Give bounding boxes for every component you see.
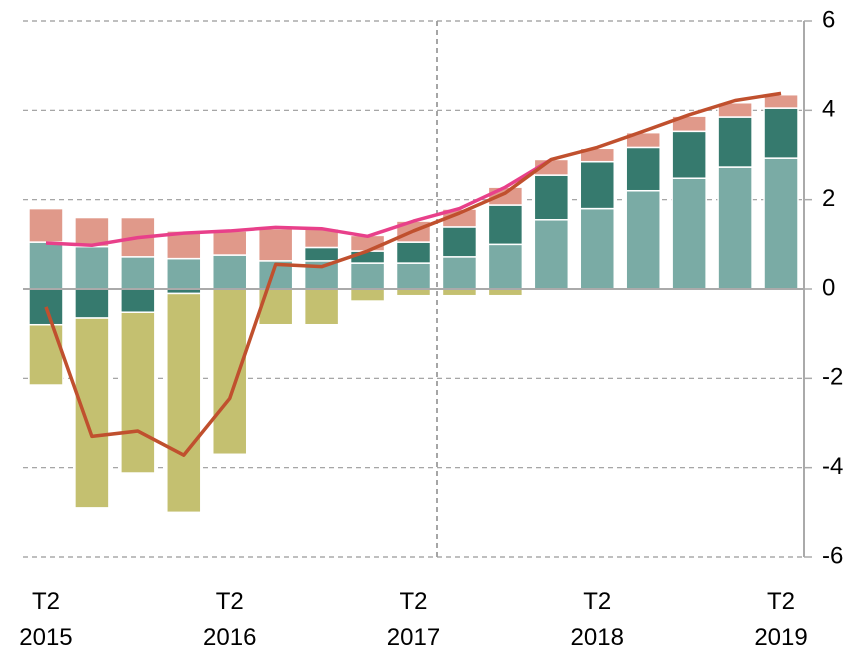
bar-segment — [625, 189, 661, 290]
x-tick-label: T2 2015 — [19, 588, 73, 651]
bar-segment — [28, 207, 64, 243]
bar-segment — [533, 219, 570, 290]
bar-segment — [395, 262, 432, 290]
x-tick-label: T2 2019 — [754, 588, 808, 651]
bar-segment — [763, 157, 799, 290]
bar-segment — [303, 288, 340, 326]
bar-segment — [717, 116, 753, 168]
bar-segment — [579, 207, 616, 290]
bar-segment — [120, 311, 156, 474]
line-series — [45, 157, 553, 247]
bar-segment — [120, 288, 156, 313]
bar-segment — [487, 204, 524, 246]
bar-segment — [441, 288, 478, 297]
bar-segment — [303, 246, 340, 262]
bar-segment — [441, 226, 478, 258]
bar-segment — [257, 227, 294, 262]
bar-segment — [74, 245, 110, 290]
y-tick-label: 4 — [822, 96, 835, 123]
bar-segment — [74, 317, 110, 509]
bar-segment — [28, 323, 64, 386]
y-tick-label: -4 — [822, 453, 843, 480]
bar-segment — [349, 262, 386, 290]
bar-segment — [211, 230, 248, 256]
line-series — [44, 91, 782, 457]
bar-segment — [349, 288, 386, 302]
x-tick-label: T2 2016 — [203, 588, 257, 651]
bar-segment — [625, 146, 661, 192]
x-tick-label: T2 2017 — [386, 588, 441, 651]
bar-segment — [166, 292, 202, 514]
bar-segment — [533, 174, 570, 221]
bar-segment — [717, 101, 753, 118]
bar-segment — [166, 257, 202, 290]
bar-segment — [395, 241, 432, 264]
bar-segment — [671, 177, 707, 290]
bar-segment — [395, 288, 432, 297]
x-tick-label: T2 2018 — [570, 588, 624, 651]
bar-segment — [211, 288, 248, 456]
bar-segment — [487, 186, 524, 206]
y-tick-label: -6 — [822, 542, 843, 569]
bar-segment — [441, 256, 478, 290]
bar-segment — [28, 241, 64, 290]
bar-segment — [579, 160, 616, 210]
y-tick-label: 0 — [822, 274, 835, 301]
bar-segment — [487, 288, 524, 297]
bar-segment — [487, 243, 524, 290]
bar-segment — [717, 166, 753, 290]
y-tick-label: -2 — [822, 364, 843, 391]
bar-segment — [211, 254, 248, 290]
y-tick-label: 2 — [822, 185, 835, 212]
y-tick-label: 6 — [822, 6, 835, 33]
bar-segment — [763, 107, 799, 159]
bar-segment — [74, 288, 110, 319]
bar-segment — [120, 256, 156, 290]
bar-segment — [671, 130, 707, 179]
